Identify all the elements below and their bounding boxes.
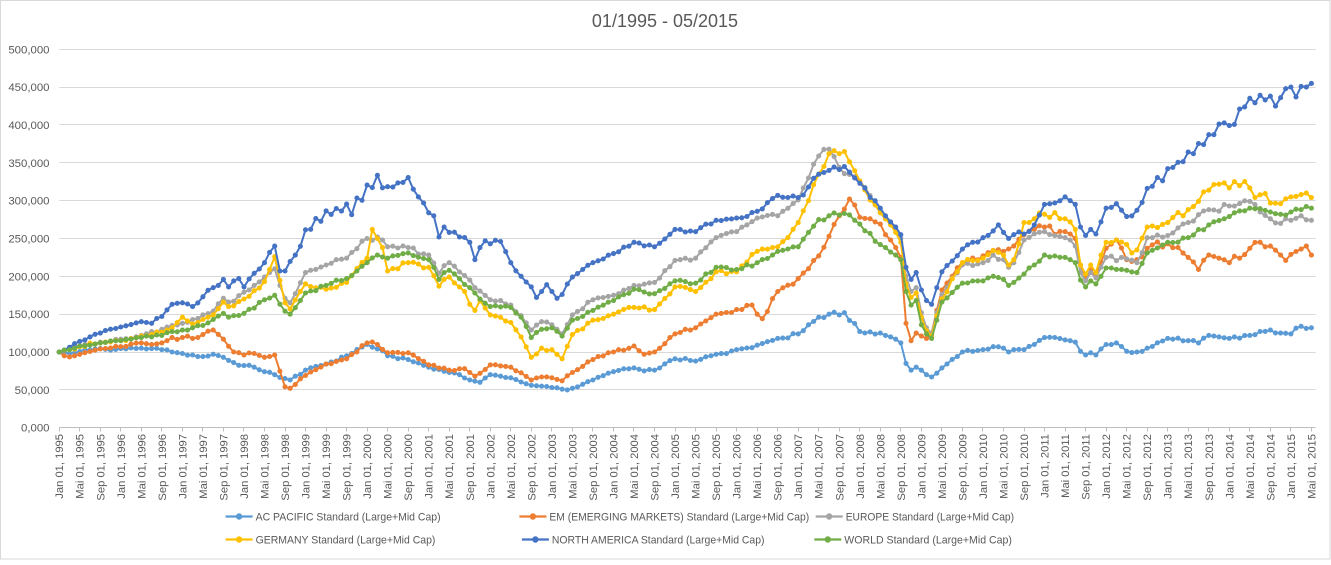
- svg-text:Jan 01, 2010: Jan 01, 2010: [978, 434, 990, 499]
- svg-text:Mai 01, 2000: Mai 01, 2000: [383, 434, 395, 499]
- svg-text:Jan 01, 1995: Jan 01, 1995: [54, 434, 66, 499]
- svg-text:Sep 01, 2011: Sep 01, 2011: [1081, 434, 1093, 500]
- svg-text:Mai 01, 2014: Mai 01, 2014: [1245, 434, 1257, 499]
- svg-text:Sep 01, 1997: Sep 01, 1997: [218, 434, 230, 501]
- svg-text:Jan 01, 2008: Jan 01, 2008: [855, 434, 867, 499]
- svg-text:Sep 01, 2014: Sep 01, 2014: [1265, 434, 1277, 501]
- svg-text:Sep 01, 2004: Sep 01, 2004: [650, 434, 662, 501]
- svg-text:Sep 01, 1995: Sep 01, 1995: [95, 434, 107, 501]
- svg-text:Mai 01, 2008: Mai 01, 2008: [875, 434, 887, 499]
- svg-text:Jan 01, 2013: Jan 01, 2013: [1163, 434, 1175, 499]
- svg-text:Jan 01, 2009: Jan 01, 2009: [916, 434, 928, 499]
- svg-text:Jan 01, 2003: Jan 01, 2003: [547, 434, 559, 499]
- svg-text:Mai 01, 2015: Mai 01, 2015: [1306, 434, 1318, 499]
- svg-text:Jan 01, 1996: Jan 01, 1996: [116, 434, 128, 499]
- svg-text:Mai 01, 2009: Mai 01, 2009: [937, 434, 949, 499]
- svg-text:Sep 01, 2000: Sep 01, 2000: [403, 434, 415, 501]
- svg-text:Sep 01, 2005: Sep 01, 2005: [711, 434, 723, 501]
- svg-text:400,000: 400,000: [8, 120, 49, 132]
- svg-text:Mai 01, 2004: Mai 01, 2004: [629, 434, 641, 499]
- svg-text:WORLD Standard (Large+Mid Cap): WORLD Standard (Large+Mid Cap): [844, 535, 1012, 547]
- svg-text:NORTH AMERICA Standard (Large+: NORTH AMERICA Standard (Large+Mid Cap): [552, 535, 765, 547]
- svg-text:Sep 01, 1998: Sep 01, 1998: [280, 434, 292, 501]
- svg-text:Sep 01, 2012: Sep 01, 2012: [1142, 434, 1154, 501]
- svg-text:Mai 01, 2001: Mai 01, 2001: [444, 434, 456, 499]
- svg-text:Sep 01, 2001: Sep 01, 2001: [465, 434, 477, 501]
- svg-text:Mai 01, 2012: Mai 01, 2012: [1122, 434, 1134, 499]
- svg-text:Jan 01, 2004: Jan 01, 2004: [609, 434, 621, 499]
- svg-text:Mai 01, 2005: Mai 01, 2005: [691, 434, 703, 499]
- svg-text:Mai 01, 2010: Mai 01, 2010: [999, 434, 1011, 499]
- svg-text:200,000: 200,000: [8, 271, 49, 283]
- svg-text:Mai 01, 2013: Mai 01, 2013: [1183, 434, 1195, 499]
- svg-text:Jan 01, 2002: Jan 01, 2002: [485, 434, 497, 499]
- svg-text:500,000: 500,000: [8, 44, 49, 56]
- svg-text:Jan 01, 2014: Jan 01, 2014: [1224, 434, 1236, 499]
- svg-text:0,000: 0,000: [21, 423, 50, 435]
- svg-text:Sep 01, 2003: Sep 01, 2003: [588, 434, 600, 501]
- svg-text:GERMANY Standard (Large+Mid Ca: GERMANY Standard (Large+Mid Cap): [256, 535, 436, 547]
- svg-text:100,000: 100,000: [8, 347, 49, 359]
- svg-text:Sep 01, 2010: Sep 01, 2010: [1019, 434, 1031, 501]
- svg-text:Jan 01, 2007: Jan 01, 2007: [793, 434, 805, 499]
- svg-text:Jan 01, 2005: Jan 01, 2005: [670, 434, 682, 499]
- svg-text:350,000: 350,000: [8, 158, 49, 170]
- svg-text:Mai 01, 2007: Mai 01, 2007: [814, 434, 826, 499]
- svg-text:Jan 01, 2001: Jan 01, 2001: [424, 434, 436, 499]
- svg-text:01/1995 - 05/2015: 01/1995 - 05/2015: [592, 11, 738, 31]
- svg-text:Mai 01, 1995: Mai 01, 1995: [75, 434, 87, 499]
- svg-text:Mai 01, 1999: Mai 01, 1999: [321, 434, 333, 499]
- svg-text:Jan 01, 2006: Jan 01, 2006: [732, 434, 744, 499]
- svg-text:Mai 01, 2002: Mai 01, 2002: [506, 434, 518, 499]
- svg-text:Mai 01, 1996: Mai 01, 1996: [136, 434, 148, 499]
- svg-text:Mai 01, 1997: Mai 01, 1997: [198, 434, 210, 499]
- svg-text:AC PACIFIC Standard (Large+Mid: AC PACIFIC Standard (Large+Mid Cap): [256, 512, 441, 524]
- svg-text:450,000: 450,000: [8, 82, 49, 94]
- svg-text:Sep 01, 2013: Sep 01, 2013: [1204, 434, 1216, 501]
- svg-text:EUROPE Standard (Large+Mid Cap: EUROPE Standard (Large+Mid Cap): [846, 512, 1014, 524]
- svg-text:Sep 01, 2006: Sep 01, 2006: [773, 434, 785, 501]
- svg-text:Jan 01, 2015: Jan 01, 2015: [1286, 434, 1298, 499]
- svg-text:EM (EMERGING MARKETS) Standard: EM (EMERGING MARKETS) Standard (Large+Mi…: [549, 512, 809, 524]
- svg-text:Jan 01, 2000: Jan 01, 2000: [362, 434, 374, 499]
- svg-text:Sep 01, 2002: Sep 01, 2002: [526, 434, 538, 501]
- svg-text:250,000: 250,000: [8, 234, 49, 246]
- svg-text:Jan 01, 2011: Jan 01, 2011: [1040, 434, 1052, 498]
- svg-text:Jan 01, 1998: Jan 01, 1998: [239, 434, 251, 499]
- svg-text:Mai 01, 2011: Mai 01, 2011: [1060, 434, 1072, 498]
- svg-text:Jan 01, 1997: Jan 01, 1997: [177, 434, 189, 499]
- svg-text:Mai 01, 2006: Mai 01, 2006: [752, 434, 764, 499]
- svg-text:Jan 01, 2012: Jan 01, 2012: [1101, 434, 1113, 499]
- svg-text:Sep 01, 2007: Sep 01, 2007: [834, 434, 846, 501]
- svg-text:Sep 01, 2008: Sep 01, 2008: [896, 434, 908, 501]
- svg-text:Sep 01, 2009: Sep 01, 2009: [957, 434, 969, 501]
- svg-text:Mai 01, 1998: Mai 01, 1998: [260, 434, 272, 499]
- svg-text:50,000: 50,000: [15, 385, 50, 397]
- svg-text:Sep 01, 1996: Sep 01, 1996: [157, 434, 169, 501]
- svg-text:Jan 01, 1999: Jan 01, 1999: [301, 434, 313, 499]
- svg-text:Sep 01, 1999: Sep 01, 1999: [342, 434, 354, 501]
- svg-text:300,000: 300,000: [8, 196, 49, 208]
- svg-text:Mai 01, 2003: Mai 01, 2003: [567, 434, 579, 499]
- svg-text:150,000: 150,000: [8, 309, 49, 321]
